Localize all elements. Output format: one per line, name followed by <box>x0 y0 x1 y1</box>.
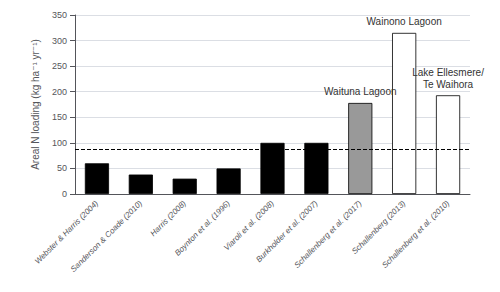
svg-text:250: 250 <box>52 61 67 71</box>
svg-text:300: 300 <box>52 36 67 46</box>
svg-text:0: 0 <box>62 189 67 199</box>
svg-text:Viaroli et al. (2008): Viaroli et al. (2008) <box>222 198 276 253</box>
svg-text:50: 50 <box>57 163 67 173</box>
svg-text:350: 350 <box>52 10 67 20</box>
svg-text:Schallenberg (2013): Schallenberg (2013) <box>350 198 408 256</box>
svg-text:Webster & Harris (2004): Webster & Harris (2004) <box>33 198 101 266</box>
svg-text:150: 150 <box>52 112 67 122</box>
svg-text:Schallenberg et al. (2010): Schallenberg et al. (2010) <box>380 199 451 270</box>
svg-text:Wainono Lagoon: Wainono Lagoon <box>367 16 442 27</box>
svg-text:Harris (2008): Harris (2008) <box>149 199 189 239</box>
svg-text:Lake Ellesmere/: Lake Ellesmere/ <box>412 67 484 78</box>
svg-text:Areal N loading (kg ha⁻¹ yr⁻¹): Areal N loading (kg ha⁻¹ yr⁻¹) <box>30 39 41 170</box>
svg-text:100: 100 <box>52 138 67 148</box>
svg-text:Boynton et al. (1996): Boynton et al. (1996) <box>173 199 232 258</box>
svg-text:Waituna Lagoon: Waituna Lagoon <box>324 86 396 97</box>
svg-text:Sanderson & Coade (2010): Sanderson & Coade (2010) <box>69 199 144 274</box>
svg-text:Burkholder et al. (2007): Burkholder et al. (2007) <box>254 198 320 265</box>
svg-text:Te Waihora: Te Waihora <box>423 79 474 90</box>
svg-text:Schallenberg et al. (2017): Schallenberg et al. (2017) <box>292 199 363 270</box>
svg-text:200: 200 <box>52 87 67 97</box>
